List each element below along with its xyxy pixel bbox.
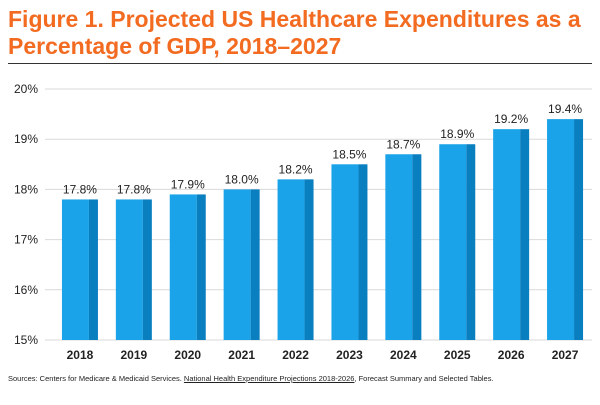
- data-label: 18.5%: [332, 147, 366, 161]
- bar-side: [304, 179, 314, 340]
- data-label: 17.8%: [63, 182, 97, 196]
- bar: [385, 154, 413, 340]
- y-tick-label: 18%: [14, 182, 38, 196]
- x-tick-label: 2020: [174, 348, 201, 362]
- y-tick-label: 15%: [14, 333, 38, 347]
- x-tick-label: 2025: [444, 348, 471, 362]
- data-label: 19.4%: [548, 102, 582, 116]
- data-label: 19.2%: [494, 112, 528, 126]
- data-label: 17.8%: [117, 182, 151, 196]
- y-tick-label: 17%: [14, 233, 38, 247]
- bar: [223, 189, 251, 340]
- x-tick-label: 2026: [498, 348, 525, 362]
- bar-side: [250, 189, 260, 340]
- y-tick-label: 16%: [14, 283, 38, 297]
- bar-side: [196, 194, 206, 340]
- bar: [115, 199, 143, 340]
- bars: [61, 119, 584, 340]
- x-axis: 2018 2019 2020 2021 2022 2023 2024 2025 2026 2027: [67, 348, 579, 362]
- source-link[interactable]: National Health Expenditure Projections …: [183, 374, 355, 383]
- bar: [493, 129, 521, 340]
- y-tick-label: 20%: [14, 82, 38, 96]
- x-tick-label: 2021: [228, 348, 255, 362]
- data-label: 18.9%: [440, 127, 474, 141]
- bar-side: [574, 119, 584, 340]
- source-suffix: , Forecast Summary and Selected Tables.: [354, 374, 494, 383]
- bar: [277, 179, 305, 340]
- bar-side: [142, 199, 152, 340]
- bar-side: [88, 199, 98, 340]
- bar: [439, 144, 467, 340]
- source-note: Sources: Centers for Medicare & Medicaid…: [8, 374, 568, 384]
- chart-title: Figure 1. Projected US Healthcare Expend…: [8, 6, 581, 59]
- x-tick-label: 2027: [552, 348, 579, 362]
- data-label: 18.7%: [386, 137, 420, 151]
- bar: [331, 164, 359, 340]
- y-tick-label: 19%: [14, 132, 38, 146]
- bar-side: [412, 154, 422, 340]
- x-tick-label: 2023: [336, 348, 363, 362]
- bar-side: [358, 164, 368, 340]
- y-axis: 15% 16% 17% 18% 19% 20%: [14, 82, 38, 347]
- x-tick-label: 2019: [120, 348, 147, 362]
- bar-side: [520, 129, 530, 340]
- data-label: 18.2%: [279, 162, 313, 176]
- bar-chart: 15%16%17%18%19%20% 17.8% 17.8% 17.9% 18.0%1…: [14, 82, 592, 362]
- bar: [547, 119, 575, 340]
- data-label: 17.9%: [171, 177, 205, 191]
- bar: [61, 199, 89, 340]
- bar: [169, 194, 197, 340]
- data-label: 18.0%: [225, 172, 259, 186]
- x-tick-label: 2024: [390, 348, 417, 362]
- data-labels: 17.8% 17.8% 17.9% 18.0% 18.2% 18.5% 18.7% 18.9%…: [63, 102, 582, 196]
- source-prefix: Sources: Centers for Medicare & Medicaid…: [8, 374, 184, 383]
- x-tick-label: 2022: [282, 348, 309, 362]
- bar-side: [466, 144, 476, 340]
- x-tick-label: 2018: [67, 348, 94, 362]
- title-divider: [8, 63, 592, 64]
